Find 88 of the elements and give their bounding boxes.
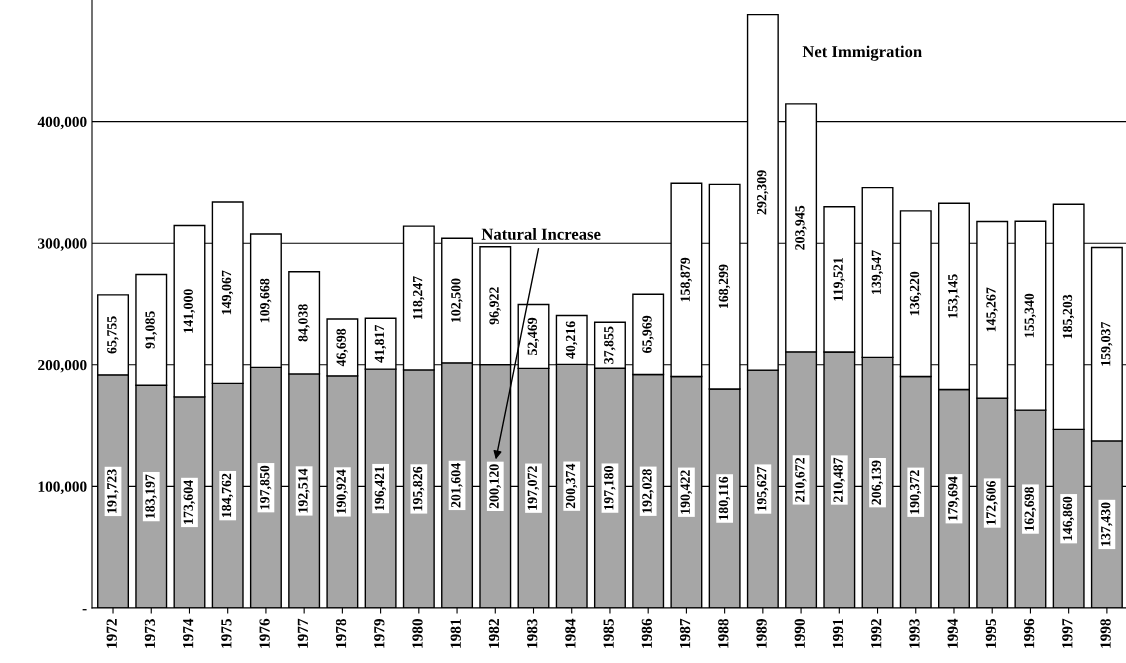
x-tick-label: 1993 xyxy=(909,618,920,648)
data-label: 159,037 xyxy=(1100,321,1113,366)
data-label: 145,267 xyxy=(986,287,998,332)
x-tick-label: 1989 xyxy=(756,618,767,648)
x-tick-label: 1991 xyxy=(832,619,844,648)
data-label: 210,487 xyxy=(833,457,845,503)
data-label: 118,247 xyxy=(412,276,425,320)
data-label: 139,547 xyxy=(871,250,884,294)
y-tick-label: - xyxy=(82,609,87,611)
x-tick-label: 1982 xyxy=(488,619,500,648)
data-label: 210,672 xyxy=(795,457,807,502)
x-tick-label: 1979 xyxy=(374,618,385,648)
data-label: 41,817 xyxy=(374,324,387,363)
data-label: 109,668 xyxy=(260,278,272,323)
y-tick-label: 300,000 xyxy=(38,238,87,251)
y-tick-label: 100,000 xyxy=(38,481,87,495)
x-tick-label: 1974 xyxy=(183,618,194,648)
data-label: 168,299 xyxy=(718,264,731,309)
data-label: 191,723 xyxy=(107,469,119,513)
series-label: Net Immigration xyxy=(802,45,922,61)
x-tick-label: 1973 xyxy=(144,618,156,648)
x-tick-label: 1981 xyxy=(450,619,461,648)
data-label: 184,762 xyxy=(221,473,234,518)
data-label: 203,945 xyxy=(795,205,807,250)
x-tick-label: 1977 xyxy=(297,618,308,648)
data-label: 158,879 xyxy=(680,257,692,302)
x-tick-label: 1994 xyxy=(947,618,958,648)
data-label: 102,500 xyxy=(451,278,463,322)
x-tick-label: 1975 xyxy=(221,618,232,648)
x-tick-label: 1983 xyxy=(527,618,538,648)
data-label: 185,203 xyxy=(1062,294,1075,339)
x-tick-label: 1998 xyxy=(1100,618,1111,648)
data-label: 201,604 xyxy=(451,463,463,508)
data-label: 179,694 xyxy=(948,476,960,521)
x-tick-label: 1990 xyxy=(794,619,805,648)
data-label: 192,514 xyxy=(298,468,310,513)
data-label: 65,969 xyxy=(642,315,654,354)
data-label: 192,028 xyxy=(642,469,654,513)
data-label: 172,606 xyxy=(986,480,998,525)
data-label: 136,220 xyxy=(909,271,922,316)
data-label: 197,072 xyxy=(527,466,539,510)
data-label: 195,826 xyxy=(412,466,425,511)
x-tick-label: 1980 xyxy=(412,619,423,648)
x-tick-label: 1976 xyxy=(259,618,270,648)
data-label: 37,855 xyxy=(604,326,616,364)
x-tick-label: 1986 xyxy=(641,618,653,648)
data-label: 173,604 xyxy=(183,480,195,524)
x-tick-label: 1984 xyxy=(565,618,576,648)
data-label: 197,180 xyxy=(604,466,616,510)
data-label: 65,755 xyxy=(107,316,119,354)
data-label: 149,067 xyxy=(221,270,234,315)
x-tick-label: 1997 xyxy=(1062,618,1073,648)
data-label: 52,469 xyxy=(527,317,539,355)
data-label: 91,085 xyxy=(145,311,157,349)
data-label: 137,430 xyxy=(1100,502,1113,546)
data-label: 40,216 xyxy=(565,321,578,359)
data-label: 190,422 xyxy=(680,470,692,514)
y-tick-label: 400,000 xyxy=(37,116,87,130)
data-label: 197,850 xyxy=(260,465,272,510)
data-label: 183,197 xyxy=(145,474,157,519)
x-tick-label: 1985 xyxy=(603,618,614,648)
data-label: 190,924 xyxy=(336,469,348,514)
data-label: 162,698 xyxy=(1024,486,1036,531)
x-tick-label: 1995 xyxy=(985,618,997,648)
x-tick-label: 1987 xyxy=(679,618,691,648)
text: Natural Increase xyxy=(481,228,601,240)
data-label: 200,374 xyxy=(565,463,578,509)
data-label: 190,372 xyxy=(909,470,922,514)
data-label: 96,922 xyxy=(489,287,501,325)
x-tick-label: 1978 xyxy=(335,618,347,648)
data-label: 195,627 xyxy=(757,466,769,511)
data-label: 119,521 xyxy=(833,257,845,301)
data-label: 153,145 xyxy=(948,274,960,318)
y-tick-label: 200,000 xyxy=(38,359,87,373)
data-label: 180,116 xyxy=(718,476,731,520)
data-label: 196,421 xyxy=(374,466,387,511)
data-label: 292,309 xyxy=(756,170,769,215)
data-label: 200,120 xyxy=(489,464,501,509)
x-tick-label: 1992 xyxy=(871,619,882,648)
x-tick-label: 1972 xyxy=(106,619,117,648)
data-label: 206,139 xyxy=(871,460,884,505)
data-label: 155,340 xyxy=(1024,293,1036,338)
x-tick-label: 1996 xyxy=(1023,618,1035,648)
data-label: 146,860 xyxy=(1062,496,1075,541)
data-label: 46,698 xyxy=(336,328,348,367)
data-label: 141,000 xyxy=(183,289,195,333)
x-tick-label: 1988 xyxy=(718,618,729,648)
data-label: 84,038 xyxy=(298,304,310,342)
